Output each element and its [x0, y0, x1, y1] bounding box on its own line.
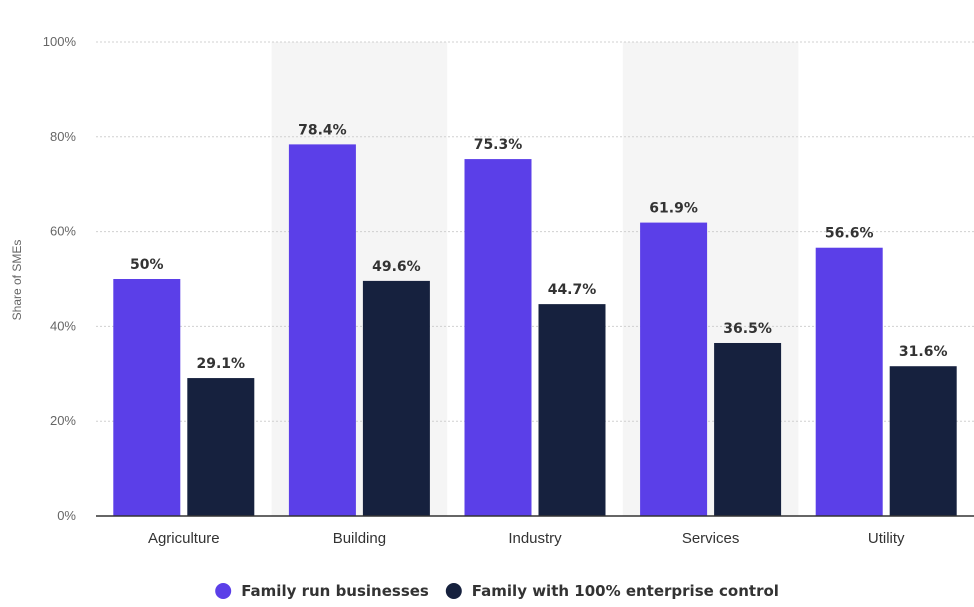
- x-axis-labels: Agriculture Building Industry Services Utili…: [148, 530, 905, 547]
- y-tick-label: 60%: [50, 224, 76, 239]
- data-label: 61.9%: [649, 201, 698, 217]
- data-label: 31.6%: [899, 344, 948, 360]
- data-label: 29.1%: [197, 356, 246, 372]
- bars: 50% 29.1% 78.4% 49.6% 75.3% 44.7% 61.9% 36.5% 56…: [113, 122, 956, 516]
- legend-label: Family with 100% enterprise control: [472, 582, 779, 600]
- y-tick-label: 100%: [43, 34, 77, 49]
- y-tick-label: 80%: [50, 129, 76, 144]
- bar: [289, 144, 356, 516]
- x-tick-label: Building: [333, 530, 386, 547]
- bar: [363, 281, 430, 516]
- bar: [816, 248, 883, 516]
- data-label: 49.6%: [372, 259, 421, 275]
- bar: [714, 343, 781, 516]
- data-label: 36.5%: [723, 321, 772, 337]
- bar: [465, 159, 532, 516]
- data-label: 75.3%: [474, 137, 523, 153]
- legend: Family run businesses Family with 100% en…: [215, 582, 779, 600]
- y-tick-label: 20%: [50, 413, 76, 428]
- y-axis-ticks: 0% 20% 40% 60% 80% 100%: [43, 34, 77, 523]
- bar: [113, 279, 180, 516]
- data-label: 56.6%: [825, 226, 874, 242]
- data-label: 78.4%: [298, 122, 347, 138]
- bar: [890, 366, 957, 516]
- y-axis-title: Share of SMEs: [10, 240, 24, 321]
- y-tick-label: 40%: [50, 318, 76, 333]
- y-tick-label: 0%: [57, 508, 76, 523]
- bar: [640, 223, 707, 516]
- data-label: 50%: [130, 257, 164, 273]
- bar: [187, 378, 254, 516]
- legend-label: Family run businesses: [241, 582, 429, 600]
- x-tick-label: Industry: [508, 530, 562, 547]
- legend-marker: [446, 583, 462, 599]
- x-tick-label: Utility: [868, 530, 905, 547]
- x-tick-label: Agriculture: [148, 530, 220, 547]
- legend-marker: [215, 583, 231, 599]
- bar: [539, 304, 606, 516]
- x-tick-label: Services: [682, 530, 740, 547]
- data-label: 44.7%: [548, 282, 597, 298]
